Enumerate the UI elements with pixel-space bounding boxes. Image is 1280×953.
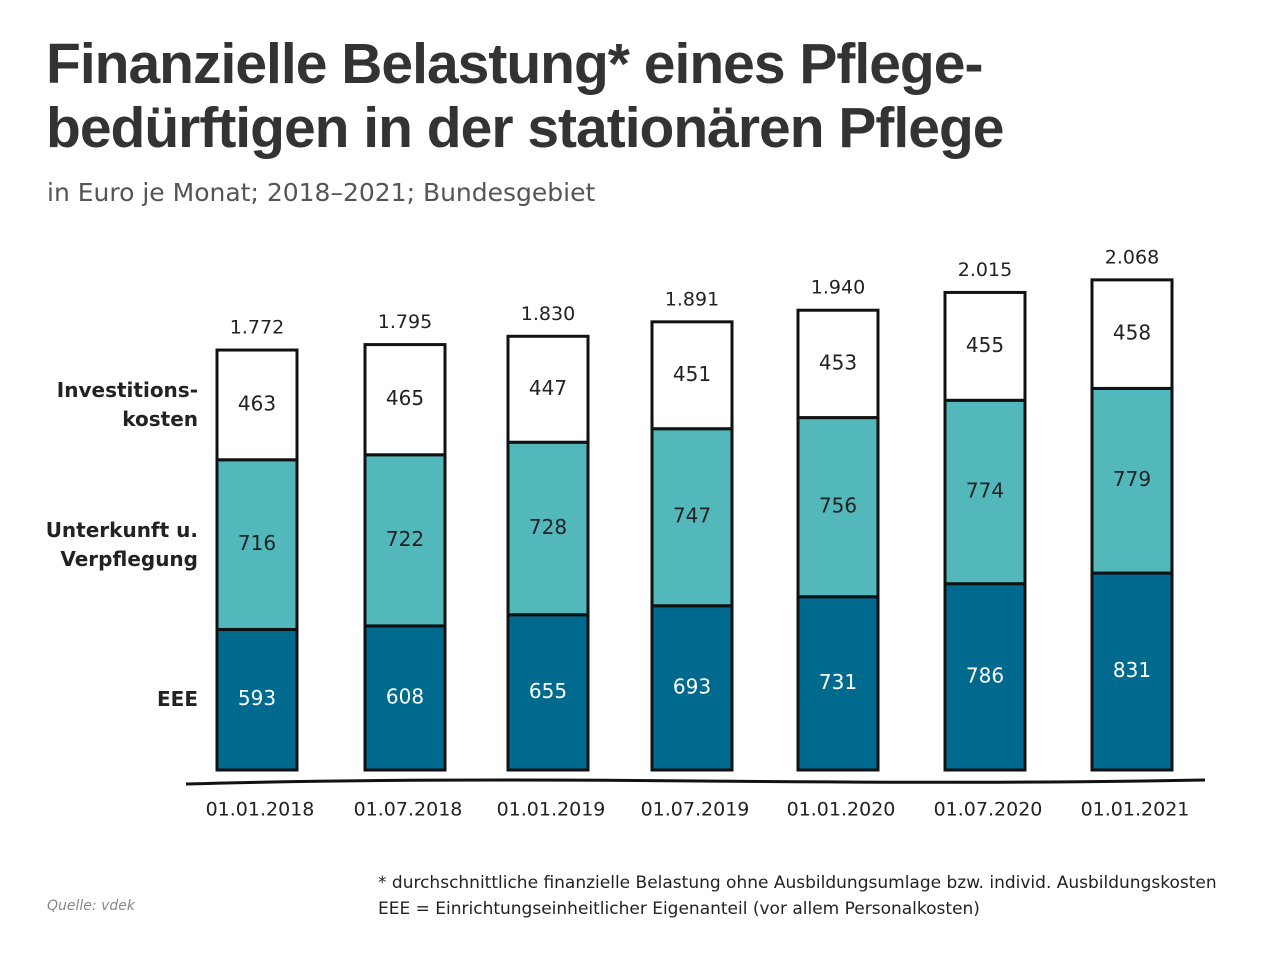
value-label: 463 (238, 391, 276, 415)
bar-segment (796, 595, 880, 772)
total-label: 1.891 (665, 288, 719, 310)
bar-segment (1090, 278, 1174, 390)
bar-segment (650, 320, 734, 431)
value-label: 756 (819, 494, 857, 518)
value-label: 831 (1113, 658, 1151, 682)
chart-subtitle: in Euro je Monat; 2018–2021; Bundesgebie… (47, 178, 596, 207)
bar-segment (1090, 571, 1174, 772)
x-tick-label: 01.01.2019 (497, 799, 606, 821)
value-label: 786 (966, 663, 1004, 687)
chart-title: Finanzielle Belastung* eines Pflege- bed… (46, 32, 1004, 160)
legend-label: Unterkunft u. Verpflegung (45, 517, 198, 571)
bar-segment (796, 308, 880, 420)
x-tick-label: 01.07.2020 (934, 799, 1043, 821)
bar-segment (943, 290, 1027, 402)
value-label: 451 (673, 362, 711, 386)
bar-segment (943, 582, 1027, 772)
value-label: 608 (386, 684, 424, 708)
bar-segment (215, 348, 299, 462)
bar-segment (215, 627, 299, 772)
value-label: 747 (673, 504, 711, 528)
x-tick-label: 01.07.2018 (354, 799, 463, 821)
x-axis (185, 778, 1206, 786)
value-label: 716 (238, 531, 276, 555)
value-label: 465 (386, 386, 424, 410)
total-label: 1.795 (378, 311, 432, 333)
bar-segment (796, 416, 880, 599)
legend-label: EEE (157, 687, 198, 712)
value-label: 731 (819, 670, 857, 694)
source: Quelle: vdek (47, 898, 135, 914)
bar-segment (215, 458, 299, 631)
bar-segment (363, 343, 447, 457)
bar-segment (506, 334, 590, 444)
bar-segment (1090, 386, 1174, 575)
bar-segment (363, 453, 447, 628)
value-label: 779 (1113, 467, 1151, 491)
total-label: 1.830 (521, 303, 575, 325)
total-label: 1.940 (811, 277, 865, 299)
total-label: 2.015 (958, 259, 1012, 281)
bar-segment (650, 604, 734, 772)
bar-segment (650, 427, 734, 608)
value-label: 774 (966, 478, 1004, 502)
value-label: 447 (529, 376, 567, 400)
value-label: 453 (819, 350, 857, 374)
bar-segment (363, 624, 447, 772)
x-tick-label: 01.07.2019 (641, 799, 750, 821)
legend-label: Investitions- kosten (56, 377, 198, 431)
value-label: 655 (529, 679, 567, 703)
x-tick-label: 01.01.2018 (206, 799, 315, 821)
total-label: 1.772 (230, 317, 284, 339)
bar-segment (943, 398, 1027, 586)
bar-segment (506, 440, 590, 617)
value-label: 593 (238, 686, 276, 710)
bar-segment (506, 613, 590, 772)
value-label: 693 (673, 674, 711, 698)
total-label: 2.068 (1105, 246, 1159, 268)
x-tick-label: 01.01.2020 (787, 799, 896, 821)
value-label: 728 (529, 515, 567, 539)
footnote: * durchschnittliche finanzielle Belastun… (378, 873, 1217, 919)
value-label: 455 (966, 333, 1004, 357)
value-label: 722 (386, 527, 424, 551)
value-label: 458 (1113, 321, 1151, 345)
x-tick-label: 01.01.2021 (1081, 799, 1190, 821)
